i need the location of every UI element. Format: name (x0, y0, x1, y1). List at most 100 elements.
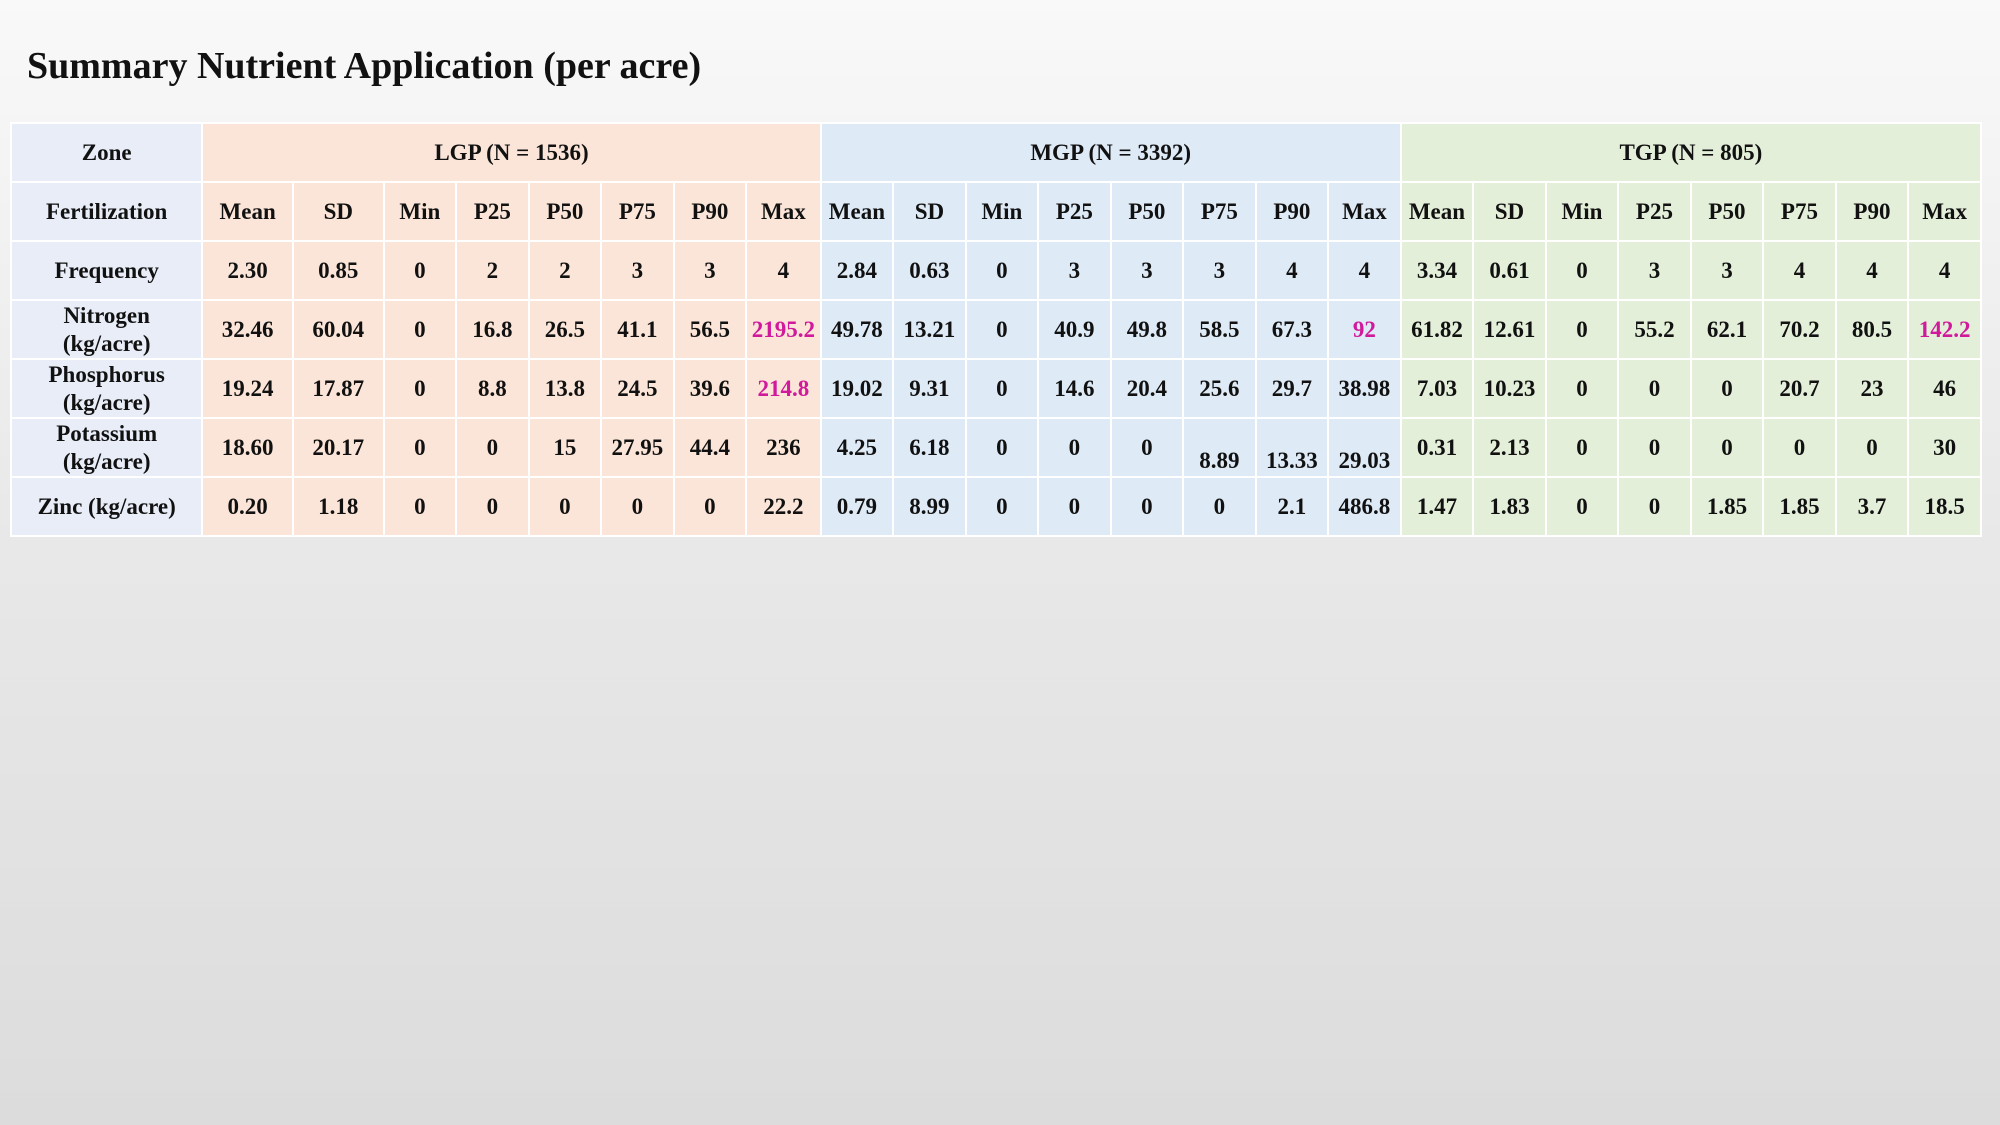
cell-value: 0 (1793, 434, 1806, 460)
cell-value: 0 (631, 493, 644, 519)
cell-lgp-max: 4 (745, 240, 822, 301)
cell-value: 3 (704, 257, 716, 283)
cell-value: 1.83 (1489, 493, 1530, 519)
cell-lgp-p75: 24.5 (600, 358, 675, 419)
cell-value: 49.8 (1126, 316, 1168, 342)
cell-mgp-min: 0 (964, 240, 1040, 301)
cell-value: 2.1 (1277, 493, 1307, 519)
cell-lgp-min: 0 (382, 240, 458, 301)
row-label-line: (kg/acre) (62, 330, 151, 356)
cell-tgp-max: 4 (1907, 240, 1982, 301)
table-row: Phosphorus (kg/acre) 19.24 17.87 0 8.8 13.8 24.… (9, 358, 1982, 419)
row-label: Nitrogen (kg/acre) (9, 299, 204, 360)
cell-value: 4 (1286, 257, 1298, 283)
zone-header-row: Zone LGP (N = 1536) MGP (N = 3392) TGP (… (9, 122, 1983, 183)
cell-tgp-p75: 4 (1762, 240, 1837, 301)
cell-value: 0 (1141, 493, 1153, 519)
cell-value: 1.85 (1706, 493, 1748, 519)
cell-value: 55.2 (1634, 316, 1675, 342)
cell-value: 142.2 (1918, 316, 1971, 342)
row-label: Frequency (9, 240, 204, 301)
cell-value: 1.18 (318, 493, 359, 519)
table-row: Frequency 2.30 0.85 0 2 2 3 3 4 2.84 0.63 0 3 3 3 4 4 3.3… (9, 240, 1982, 301)
cell-mgp-p90: 13.33 (1254, 417, 1330, 478)
cell-value: 38.98 (1338, 375, 1391, 401)
cell-tgp-p50: 62.1 (1689, 299, 1765, 360)
cell-value: 6.18 (909, 434, 950, 460)
cell-lgp-p75: 27.95 (600, 417, 675, 478)
stat-header-mgp-sd: SD (892, 181, 967, 242)
cell-mgp-sd: 8.99 (892, 476, 967, 537)
stat-header-mgp-min: Min (964, 181, 1040, 242)
stat-header-mgp-p25: P25 (1037, 181, 1112, 242)
fertilization-label: Fertilization (9, 181, 204, 242)
cell-mgp-mean: 2.84 (819, 240, 895, 301)
cell-value: 2 (486, 257, 499, 283)
cell-lgp-p75: 0 (600, 476, 675, 537)
cell-value: 12.61 (1483, 316, 1536, 342)
cell-mgp-sd: 0.63 (892, 240, 967, 301)
cell-value: 0 (1648, 434, 1661, 460)
cell-value: 29.7 (1271, 375, 1313, 401)
cell-mgp-sd: 13.21 (892, 299, 967, 360)
cell-value: 0 (996, 316, 1008, 342)
stat-header-mgp-mean: Mean (819, 181, 895, 242)
cell-lgp-sd: 1.18 (291, 476, 385, 537)
cell-value: 0 (486, 434, 499, 460)
cell-value: 8.89 (1199, 447, 1240, 473)
zone-header-lgp: LGP (N = 1536) (201, 122, 822, 183)
cell-value: 13.8 (544, 375, 585, 401)
cell-value: 0 (996, 434, 1008, 460)
cell-tgp-p90: 3.7 (1834, 476, 1910, 537)
cell-lgp-max: 22.2 (745, 476, 822, 537)
cell-value: 4.25 (836, 434, 878, 460)
cell-tgp-mean: 1.47 (1399, 476, 1475, 537)
cell-mgp-p75: 0 (1182, 476, 1257, 537)
stat-header-tgp-max: Max (1907, 181, 1982, 242)
cell-value: 27.95 (611, 434, 664, 460)
row-label-line: (kg/acre) (62, 389, 151, 415)
row-label-line: Phosphorus (48, 361, 165, 387)
stat-header-mgp-p75: P75 (1182, 181, 1257, 242)
cell-value: 40.9 (1054, 316, 1095, 342)
cell-value: 56.5 (689, 316, 730, 342)
cell-value: 0 (414, 257, 426, 283)
cell-lgp-p90: 0 (672, 476, 748, 537)
cell-tgp-p75: 1.85 (1762, 476, 1837, 537)
stat-header-lgp-p25: P25 (455, 181, 530, 242)
cell-value: 13.21 (903, 316, 956, 342)
cell-value: 29.03 (1338, 447, 1391, 473)
cell-lgp-p90: 56.5 (672, 299, 748, 360)
cell-value: 46 (1933, 375, 1957, 401)
cell-value: 3.7 (1857, 493, 1887, 519)
cell-mgp-min: 0 (964, 476, 1040, 537)
cell-tgp-p90: 4 (1834, 240, 1910, 301)
cell-value: 92 (1352, 316, 1376, 342)
row-label-line: Potassium (56, 420, 158, 446)
cell-mgp-min: 0 (964, 299, 1040, 360)
cell-lgp-p90: 44.4 (672, 417, 748, 478)
cell-value: 30 (1933, 434, 1957, 460)
cell-tgp-p25: 3 (1617, 240, 1692, 301)
cell-tgp-min: 0 (1544, 240, 1620, 301)
cell-tgp-sd: 1.83 (1472, 476, 1547, 537)
cell-lgp-min: 0 (382, 358, 458, 419)
zone-label: Zone (9, 122, 204, 183)
cell-value: 0.85 (318, 257, 359, 283)
cell-mgp-max: 92 (1327, 299, 1402, 360)
cell-mgp-p75: 3 (1182, 240, 1257, 301)
cell-lgp-max: 2195.2 (745, 299, 822, 360)
cell-lgp-sd: 17.87 (291, 358, 385, 419)
cell-mgp-p90: 4 (1254, 240, 1330, 301)
cell-value: 23 (1860, 375, 1884, 401)
cell-tgp-sd: 2.13 (1472, 417, 1547, 478)
cell-mgp-p25: 40.9 (1037, 299, 1112, 360)
cell-lgp-p50: 26.5 (527, 299, 603, 360)
cell-value: 0 (1213, 493, 1226, 519)
row-label: Zinc (kg/acre) (9, 476, 204, 537)
cell-mgp-mean: 49.78 (819, 299, 895, 360)
cell-value: 18.5 (1924, 493, 1965, 519)
cell-mgp-max: 29.03 (1327, 417, 1402, 478)
cell-value: 18.60 (221, 434, 274, 460)
cell-lgp-p50: 15 (527, 417, 603, 478)
